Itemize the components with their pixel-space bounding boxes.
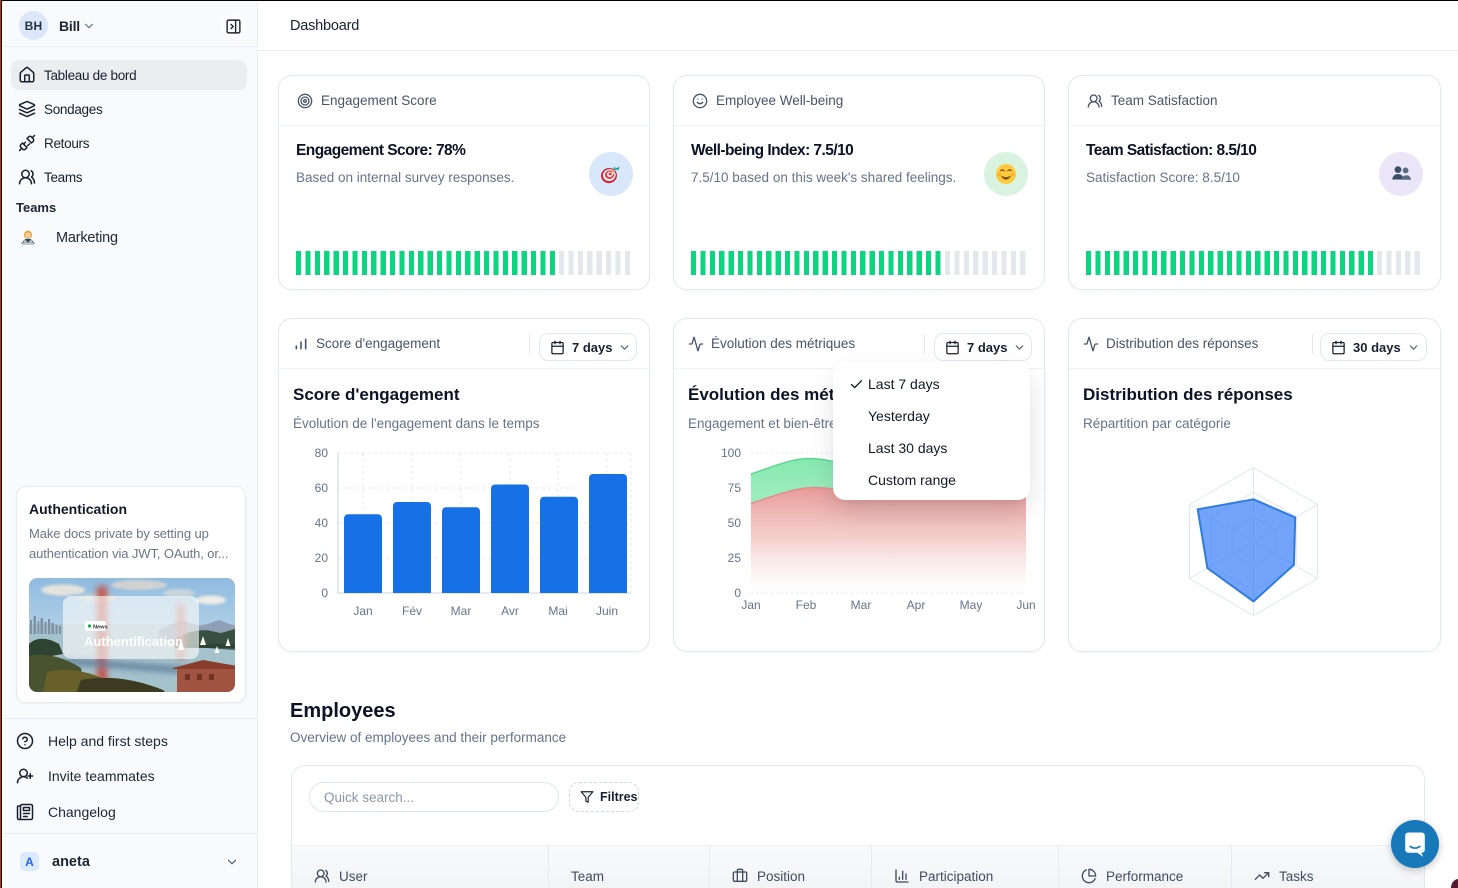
svg-text:Mar: Mar [451,604,472,618]
svg-text:Feb: Feb [796,598,817,612]
svg-text:80: 80 [315,446,329,460]
svg-text:Avr: Avr [501,604,519,618]
svg-text:Jan: Jan [353,604,372,618]
svg-text:20: 20 [315,551,329,565]
svg-text:Juin: Juin [596,604,618,618]
svg-text:0: 0 [321,586,328,600]
svg-text:25: 25 [728,551,742,565]
svg-text:60: 60 [315,481,329,495]
svg-text:News: News [93,625,108,631]
svg-text:40: 40 [315,516,329,530]
svg-text:Authentification: Authentification [84,634,183,649]
svg-text:Fév: Fév [402,604,422,618]
svg-text:75: 75 [728,481,742,495]
svg-text:100: 100 [721,446,741,460]
svg-text:Mar: Mar [851,598,872,612]
svg-text:0: 0 [734,586,741,600]
svg-text:Mai: Mai [548,604,567,618]
svg-text:May: May [960,598,983,612]
svg-text:50: 50 [728,516,742,530]
svg-text:Apr: Apr [907,598,926,612]
svg-text:Jan: Jan [741,598,760,612]
svg-text:Jun: Jun [1016,598,1035,612]
